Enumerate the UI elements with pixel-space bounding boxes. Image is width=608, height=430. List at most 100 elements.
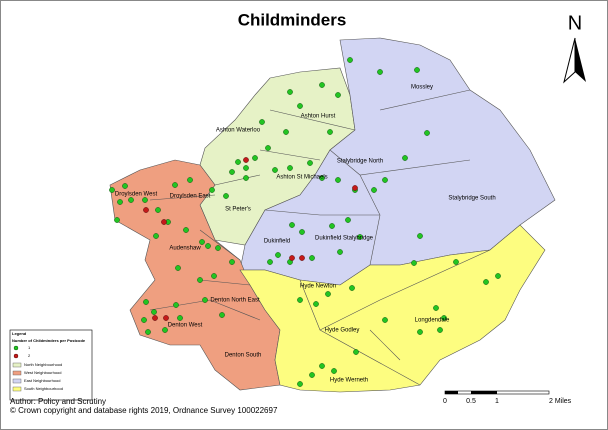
childminder-point (177, 315, 183, 321)
arrow-half (575, 38, 586, 82)
childminder-point (143, 207, 149, 213)
childminder-point (259, 119, 265, 125)
childminder-point (209, 187, 215, 193)
childminder-point (205, 243, 211, 249)
scale-bar: 0 0.5 1 2 Miles (443, 390, 572, 405)
childminder-point (437, 327, 443, 333)
legend-subtitle: Number of Childminders per Postcode (12, 338, 86, 343)
childminder-point (495, 273, 501, 279)
ward-label: Mossley (411, 85, 433, 91)
childminder-point (289, 255, 295, 261)
legend-swatch (12, 386, 22, 392)
ward-boundaries (149, 89, 491, 386)
ward-label: Audenshaw (169, 246, 201, 252)
childminder-point (441, 315, 447, 321)
childminder-point (335, 177, 341, 183)
childminder-point (307, 160, 313, 166)
childminder-point (319, 363, 325, 369)
childminder-point (117, 199, 123, 205)
author-credit: Author: Policy and Scrutiny (10, 397, 106, 406)
childminder-point (347, 57, 353, 63)
childminder-point (243, 157, 249, 163)
childminder-point (163, 315, 169, 321)
childminder-point (143, 299, 149, 305)
childminder-point (299, 229, 305, 235)
childminder-point (151, 309, 157, 315)
legend-label: South Neighbourhood (24, 386, 63, 391)
childminder-point (153, 233, 159, 239)
childminder-point (417, 329, 423, 335)
legend-title: Legend (12, 331, 27, 336)
childminder-point (289, 222, 295, 228)
childminder-point (267, 259, 273, 265)
ward-label: Ashton St Michaels (276, 175, 327, 181)
childminder-point (114, 217, 120, 223)
ward-label: Hyde Newton (300, 284, 336, 290)
childminder-point (215, 245, 221, 251)
childminder-point (145, 329, 151, 335)
scale-bar-segment (445, 391, 458, 394)
legend-symbol (13, 353, 19, 359)
legend-box (9, 329, 93, 401)
ward-label: Longdendale (415, 318, 450, 324)
childminder-point (122, 183, 128, 189)
childminder-point (402, 155, 408, 161)
childminder-point (275, 252, 281, 258)
scale-label: 0 (443, 398, 447, 405)
ward-label: Denton North East (210, 298, 260, 304)
childminder-point (424, 130, 430, 136)
childminder-point (235, 159, 241, 165)
childminder-point (353, 349, 359, 355)
childminder-point (357, 234, 363, 240)
ward-label: Stalybridge North (337, 159, 383, 165)
childminder-point (345, 217, 351, 223)
legend-label: North Neighbourhood (24, 362, 62, 367)
map-title: Childminders (238, 10, 347, 29)
childminder-point (352, 185, 358, 191)
legend-symbol (13, 345, 19, 351)
ward-label: Denton South (225, 353, 262, 359)
childminder-point (297, 103, 303, 109)
childminder-point (309, 255, 315, 261)
childminder-point (229, 259, 235, 265)
childminder-point (297, 297, 303, 303)
childminder-point (197, 277, 203, 283)
legend-swatch (12, 370, 22, 376)
south-area (239, 224, 546, 393)
ward-label: Denton West (168, 323, 203, 329)
childminder-point (287, 165, 293, 171)
childminder-point (187, 177, 193, 183)
childminder-point (453, 259, 459, 265)
legend-label: East Neighbourhood (24, 378, 60, 383)
copyright-credit: © Crown copyright and database rights 20… (10, 406, 278, 415)
childminder-point (287, 89, 293, 95)
childminder-point (141, 317, 147, 323)
childminder-point (161, 219, 167, 225)
childminder-point (313, 301, 319, 307)
childminder-point (173, 302, 179, 308)
childminder-point (252, 155, 258, 161)
childminder-point (229, 169, 235, 175)
childminder-point (199, 239, 205, 245)
childminder-point (414, 67, 420, 73)
childminder-point (377, 69, 383, 75)
childminder-point (155, 207, 161, 213)
childminder-point (243, 165, 249, 171)
ward-label: Dukinfield Stalybridge (315, 236, 374, 242)
childminder-point (272, 167, 278, 173)
scale-label: 0.5 (466, 398, 476, 405)
ward-label: Stalybridge South (448, 196, 495, 202)
childminder-point (337, 249, 343, 255)
legend-label: 2 (28, 353, 31, 358)
ward-label: Ashton Waterloo (216, 128, 261, 134)
childminder-point (152, 315, 158, 321)
childminder-point (433, 305, 439, 311)
ward-label: Hyde Werneth (330, 378, 368, 384)
childminder-point (183, 227, 189, 233)
childminder-point (371, 187, 377, 193)
childminder-point (331, 368, 337, 374)
childminder-point (382, 177, 388, 183)
scale-bar-segment (471, 391, 497, 394)
north-label: N (568, 12, 582, 34)
